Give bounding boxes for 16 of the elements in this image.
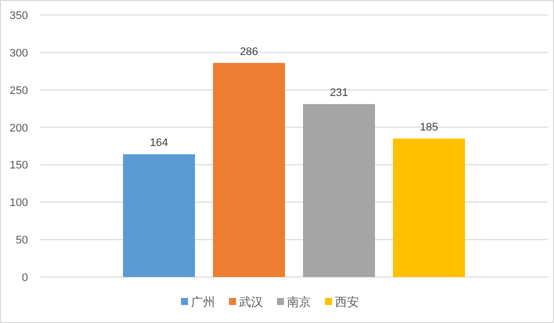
legend-label: 武汉 xyxy=(239,295,263,309)
legend-label: 广州 xyxy=(191,295,215,309)
y-tick-label: 0 xyxy=(22,272,28,284)
y-tick-label: 200 xyxy=(10,122,28,134)
y-tick-label: 250 xyxy=(10,84,28,97)
legend-label: 西安 xyxy=(335,295,359,309)
data-label: 286 xyxy=(240,46,258,58)
y-tick-label: 50 xyxy=(16,234,28,247)
data-label: 164 xyxy=(150,137,168,150)
legend-label: 南京 xyxy=(287,295,311,309)
data-label: 231 xyxy=(330,87,348,100)
data-label: 185 xyxy=(420,122,438,134)
y-tick-label: 150 xyxy=(10,160,28,172)
y-tick-label: 100 xyxy=(10,197,28,210)
y-tick-label: 300 xyxy=(10,47,28,60)
y-tick-label: 350 xyxy=(10,10,28,22)
